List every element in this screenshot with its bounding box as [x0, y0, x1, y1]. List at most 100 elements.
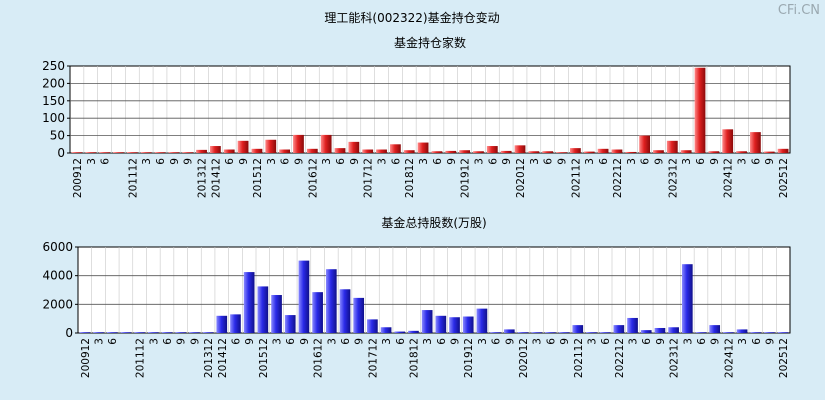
x-tick-label: 3: [737, 158, 749, 165]
x-tick-label: 6: [100, 158, 112, 165]
y-tick-label: 0: [65, 326, 73, 340]
bar-shares-7: [175, 332, 187, 333]
x-tick-label: 3: [86, 158, 98, 165]
x-tick-label: 200912: [80, 338, 92, 378]
x-tick-label: 202212: [612, 158, 624, 198]
bar-holders-9: [196, 149, 207, 153]
x-tick-labels: 200912 3 6 201112 3 6 9 9 201312 201412 6 9 201512 3 6…: [80, 338, 790, 378]
x-tick-label: 9: [501, 158, 513, 165]
x-tick-label: 3: [626, 158, 638, 165]
x-tick-label: 201912: [463, 338, 475, 378]
x-tick-label: 6: [695, 158, 707, 165]
bar-holders-30: [486, 146, 498, 153]
bar-holders-50: [763, 151, 775, 153]
bar-shares-42: [654, 327, 666, 333]
x-tick-labels: 200912 3 6 201112 3 6 9 9 201312 201412 6 9 201512 3 6…: [72, 158, 790, 198]
x-tick-label: 201612: [307, 158, 319, 198]
x-tick-label: 9: [764, 338, 776, 345]
bar-holders-16: [293, 134, 304, 153]
bar-holders-46: [708, 151, 720, 153]
bar-holders-17: [306, 148, 318, 153]
y-tick-label: 250: [42, 59, 65, 73]
x-tick-label: 3: [377, 158, 389, 165]
x-tick-label: 6: [107, 338, 119, 345]
bar-holders-51: [777, 148, 789, 153]
x-tick-label: 3: [529, 158, 541, 165]
bar-holders-25: [417, 142, 429, 153]
bar-shares-44: [681, 264, 693, 333]
x-tick-label: 3: [94, 338, 106, 345]
bar-holders-49: [749, 132, 761, 153]
bar-holders-23: [389, 144, 401, 153]
bar-shares-29: [476, 308, 488, 333]
x-tick-label: 6: [162, 338, 174, 345]
bar-shares-12: [243, 272, 255, 333]
bar-holders-47: [722, 129, 734, 153]
bar-holders-12: [237, 140, 249, 153]
x-tick-label: 3: [422, 338, 434, 345]
x-tick-label: 6: [280, 158, 292, 165]
x-tick-label: 201712: [367, 338, 379, 378]
x-tick-label: 201612: [313, 338, 325, 378]
bar-shares-51: [777, 332, 789, 333]
x-tick-label: 6: [751, 338, 763, 345]
x-tick-label: 3: [272, 338, 284, 345]
x-tick-label: 9: [655, 338, 667, 345]
bar-holders-45: [694, 67, 706, 153]
x-tick-label: 3: [737, 338, 749, 345]
bar-shares-28: [462, 316, 474, 333]
x-tick-label: 3: [321, 158, 333, 165]
x-tick-label: 6: [432, 158, 444, 165]
y-tick-label: 0: [57, 146, 65, 160]
x-tick-label: 202012: [518, 338, 530, 378]
bar-holders-26: [431, 151, 443, 153]
bar-holders-35: [556, 152, 567, 153]
x-tick-label: 202112: [573, 338, 585, 378]
x-tick-label: 6: [230, 338, 242, 345]
x-tick-label: 9: [559, 338, 571, 345]
bar-shares-23: [394, 331, 406, 333]
bar-holders-11: [223, 149, 235, 153]
bar-shares-38: [599, 332, 611, 333]
bar-shares-30: [490, 332, 501, 333]
x-tick-label: 9: [293, 158, 305, 165]
bar-holders-3: [113, 152, 124, 153]
x-tick-label: 201312: [203, 338, 215, 378]
bar-holders-1: [85, 152, 97, 153]
bar-holders-5: [140, 152, 152, 153]
bar-shares-4: [134, 332, 145, 333]
x-tick-label: 201112: [127, 158, 139, 198]
x-tick-label: 201412: [210, 158, 222, 198]
bar-shares-15: [284, 315, 296, 333]
bar-holders-10: [209, 146, 221, 153]
x-tick-label: 3: [381, 338, 393, 345]
x-tick-label: 201812: [404, 158, 416, 198]
x-tick-label: 9: [169, 158, 181, 165]
bar-holders-4: [126, 152, 138, 153]
grid: [70, 66, 790, 153]
bar-shares-25: [421, 310, 433, 333]
x-tick-label: 6: [696, 338, 708, 345]
bar-holders-0: [71, 152, 83, 153]
bar-shares-10: [216, 315, 228, 333]
bar-shares-24: [408, 330, 419, 333]
bar-shares-22: [380, 327, 392, 333]
bar-shares-40: [627, 317, 638, 333]
bar-shares-35: [558, 332, 570, 333]
x-tick-label: 202312: [667, 158, 679, 198]
bar-holders-43: [666, 140, 678, 153]
x-tick-label: 201512: [252, 158, 264, 198]
bar-holders-41: [639, 135, 651, 153]
y-tick-label: 200: [42, 76, 65, 90]
bar-holders-40: [625, 151, 637, 153]
y-tick-label: 2000: [42, 297, 73, 311]
x-tick-label: 6: [285, 338, 297, 345]
x-tick-label: 201712: [363, 158, 375, 198]
x-tick-label: 9: [183, 158, 195, 165]
y-tick-label: 4000: [42, 269, 73, 283]
bar-shares-20: [353, 297, 365, 333]
x-tick-label: 9: [450, 338, 462, 345]
x-tick-label: 9: [709, 158, 721, 165]
